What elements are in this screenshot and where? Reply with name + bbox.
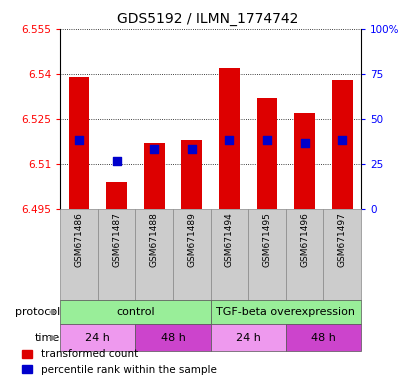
Bar	[211, 209, 248, 300]
Bar	[60, 324, 135, 351]
Bar	[286, 209, 323, 300]
Text: TGF-beta overexpression: TGF-beta overexpression	[216, 307, 355, 317]
Bar	[106, 182, 127, 209]
Text: time: time	[35, 333, 60, 343]
Point	[301, 140, 308, 146]
Text: GSM671496: GSM671496	[300, 212, 309, 267]
Text: GDS5192 / ILMN_1774742: GDS5192 / ILMN_1774742	[117, 12, 298, 25]
Bar	[135, 209, 173, 300]
Text: 48 h: 48 h	[161, 333, 186, 343]
Bar	[68, 77, 89, 209]
Bar	[332, 80, 353, 209]
Bar	[211, 300, 361, 324]
Text: 24 h: 24 h	[85, 333, 110, 343]
Text: GSM671495: GSM671495	[263, 212, 271, 267]
Text: 24 h: 24 h	[236, 333, 261, 343]
Bar	[60, 209, 98, 300]
Text: control: control	[116, 307, 155, 317]
Text: GSM671489: GSM671489	[187, 212, 196, 267]
Text: GSM671487: GSM671487	[112, 212, 121, 267]
Text: GSM671497: GSM671497	[338, 212, 347, 267]
Point	[113, 158, 120, 164]
Point	[264, 137, 270, 143]
Bar	[286, 324, 361, 351]
Text: GSM671494: GSM671494	[225, 212, 234, 267]
Point	[188, 146, 195, 152]
Text: GSM671488: GSM671488	[150, 212, 159, 267]
Point	[339, 137, 346, 143]
Bar	[323, 209, 361, 300]
Bar	[135, 324, 210, 351]
Bar	[98, 209, 135, 300]
Point	[76, 137, 82, 143]
Bar	[173, 209, 210, 300]
Text: 48 h: 48 h	[311, 333, 336, 343]
Point	[226, 137, 233, 143]
Text: GSM671486: GSM671486	[74, 212, 83, 267]
Bar	[211, 324, 286, 351]
Bar	[257, 98, 277, 209]
Bar	[294, 113, 315, 209]
Bar	[181, 140, 202, 209]
Bar	[248, 209, 286, 300]
Bar	[60, 300, 211, 324]
Bar	[219, 68, 240, 209]
Text: protocol: protocol	[15, 307, 60, 317]
Legend: transformed count, percentile rank within the sample: transformed count, percentile rank withi…	[18, 345, 221, 379]
Bar	[144, 143, 164, 209]
Point	[151, 146, 158, 152]
